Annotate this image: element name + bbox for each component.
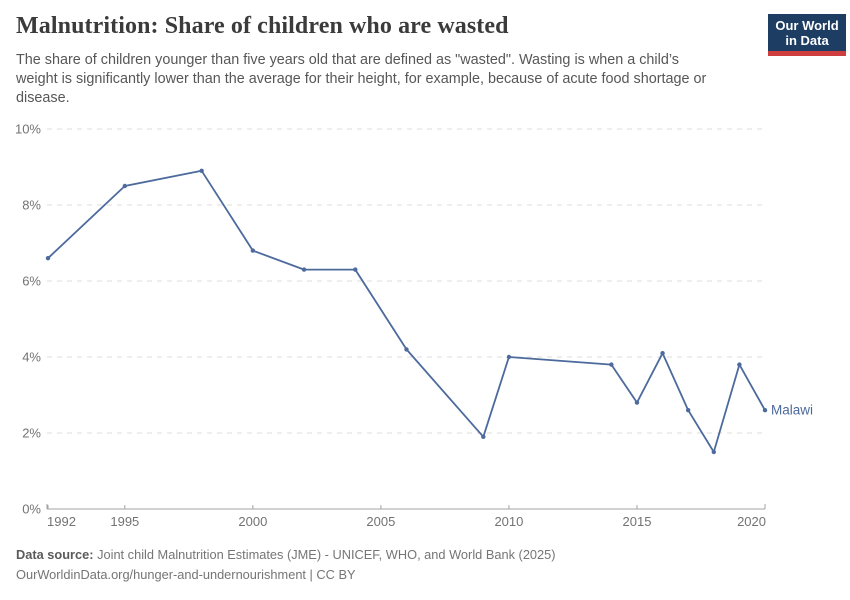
owid-logo-red-bar (768, 51, 846, 56)
data-point[interactable] (685, 408, 691, 413)
data-point[interactable] (404, 347, 409, 352)
chart-subtitle: The share of children younger than five … (16, 51, 776, 108)
subtitle-line: The share of children younger than five … (16, 52, 679, 68)
y-tick-label: 6% (22, 274, 41, 289)
x-tick-label: 2010 (494, 514, 523, 529)
data-point[interactable] (353, 267, 358, 272)
data-point[interactable] (301, 267, 307, 272)
x-tick-label: 2015 (623, 514, 652, 529)
data-point[interactable] (634, 400, 640, 405)
y-tick-label: 4% (22, 350, 41, 365)
owid-logo-line1: Our World (775, 17, 839, 33)
data-source-text: Joint child Malnutrition Estimates (JME)… (93, 547, 556, 562)
x-tick-label: 1992 (47, 514, 76, 529)
x-tick-label: 1995 (110, 514, 139, 529)
data-point[interactable] (609, 362, 614, 367)
series-end-label[interactable]: Malawi (771, 403, 813, 418)
series-line-malawi[interactable] (47, 169, 766, 453)
subtitle-line: weight is significantly lower than the a… (16, 71, 707, 87)
y-tick-label: 0% (22, 502, 41, 517)
data-point[interactable] (250, 248, 256, 253)
data-point[interactable] (506, 354, 512, 360)
owid-logo[interactable]: Our World in Data (768, 14, 846, 56)
data-point[interactable] (122, 183, 128, 189)
data-source-label: Data source: (16, 547, 94, 562)
owid-logo-box: Our World in Data (768, 14, 846, 51)
x-tick-label: 2005 (366, 514, 395, 529)
y-tick-label: 8% (22, 198, 41, 213)
data-point[interactable] (481, 434, 486, 439)
data-source-line: Data source: Joint child Malnutrition Es… (16, 545, 556, 565)
chart-footer: Data source: Joint child Malnutrition Es… (16, 545, 556, 585)
data-point[interactable] (660, 351, 665, 356)
y-tick-label: 2% (22, 426, 41, 441)
footer-link-line: OurWorldinData.org/hunger-and-undernouri… (16, 567, 356, 582)
chart-title: Malnutrition: Share of children who are … (16, 13, 509, 39)
x-tick-label: 2020 (737, 514, 766, 529)
y-tick-label: 10% (15, 122, 41, 137)
data-point[interactable] (711, 449, 716, 455)
line-chart[interactable]: 0% 2% 4% 6% 8% 10% 1992 1995 2000 2005 2010 2015 202… (0, 112, 850, 542)
data-point[interactable] (762, 408, 768, 413)
x-tick-label: 2000 (238, 514, 267, 529)
owid-logo-line2: in Data (785, 32, 829, 48)
data-point[interactable] (199, 168, 204, 173)
data-point[interactable] (45, 256, 51, 261)
data-point[interactable] (737, 362, 742, 367)
subtitle-line: disease. (16, 90, 70, 106)
